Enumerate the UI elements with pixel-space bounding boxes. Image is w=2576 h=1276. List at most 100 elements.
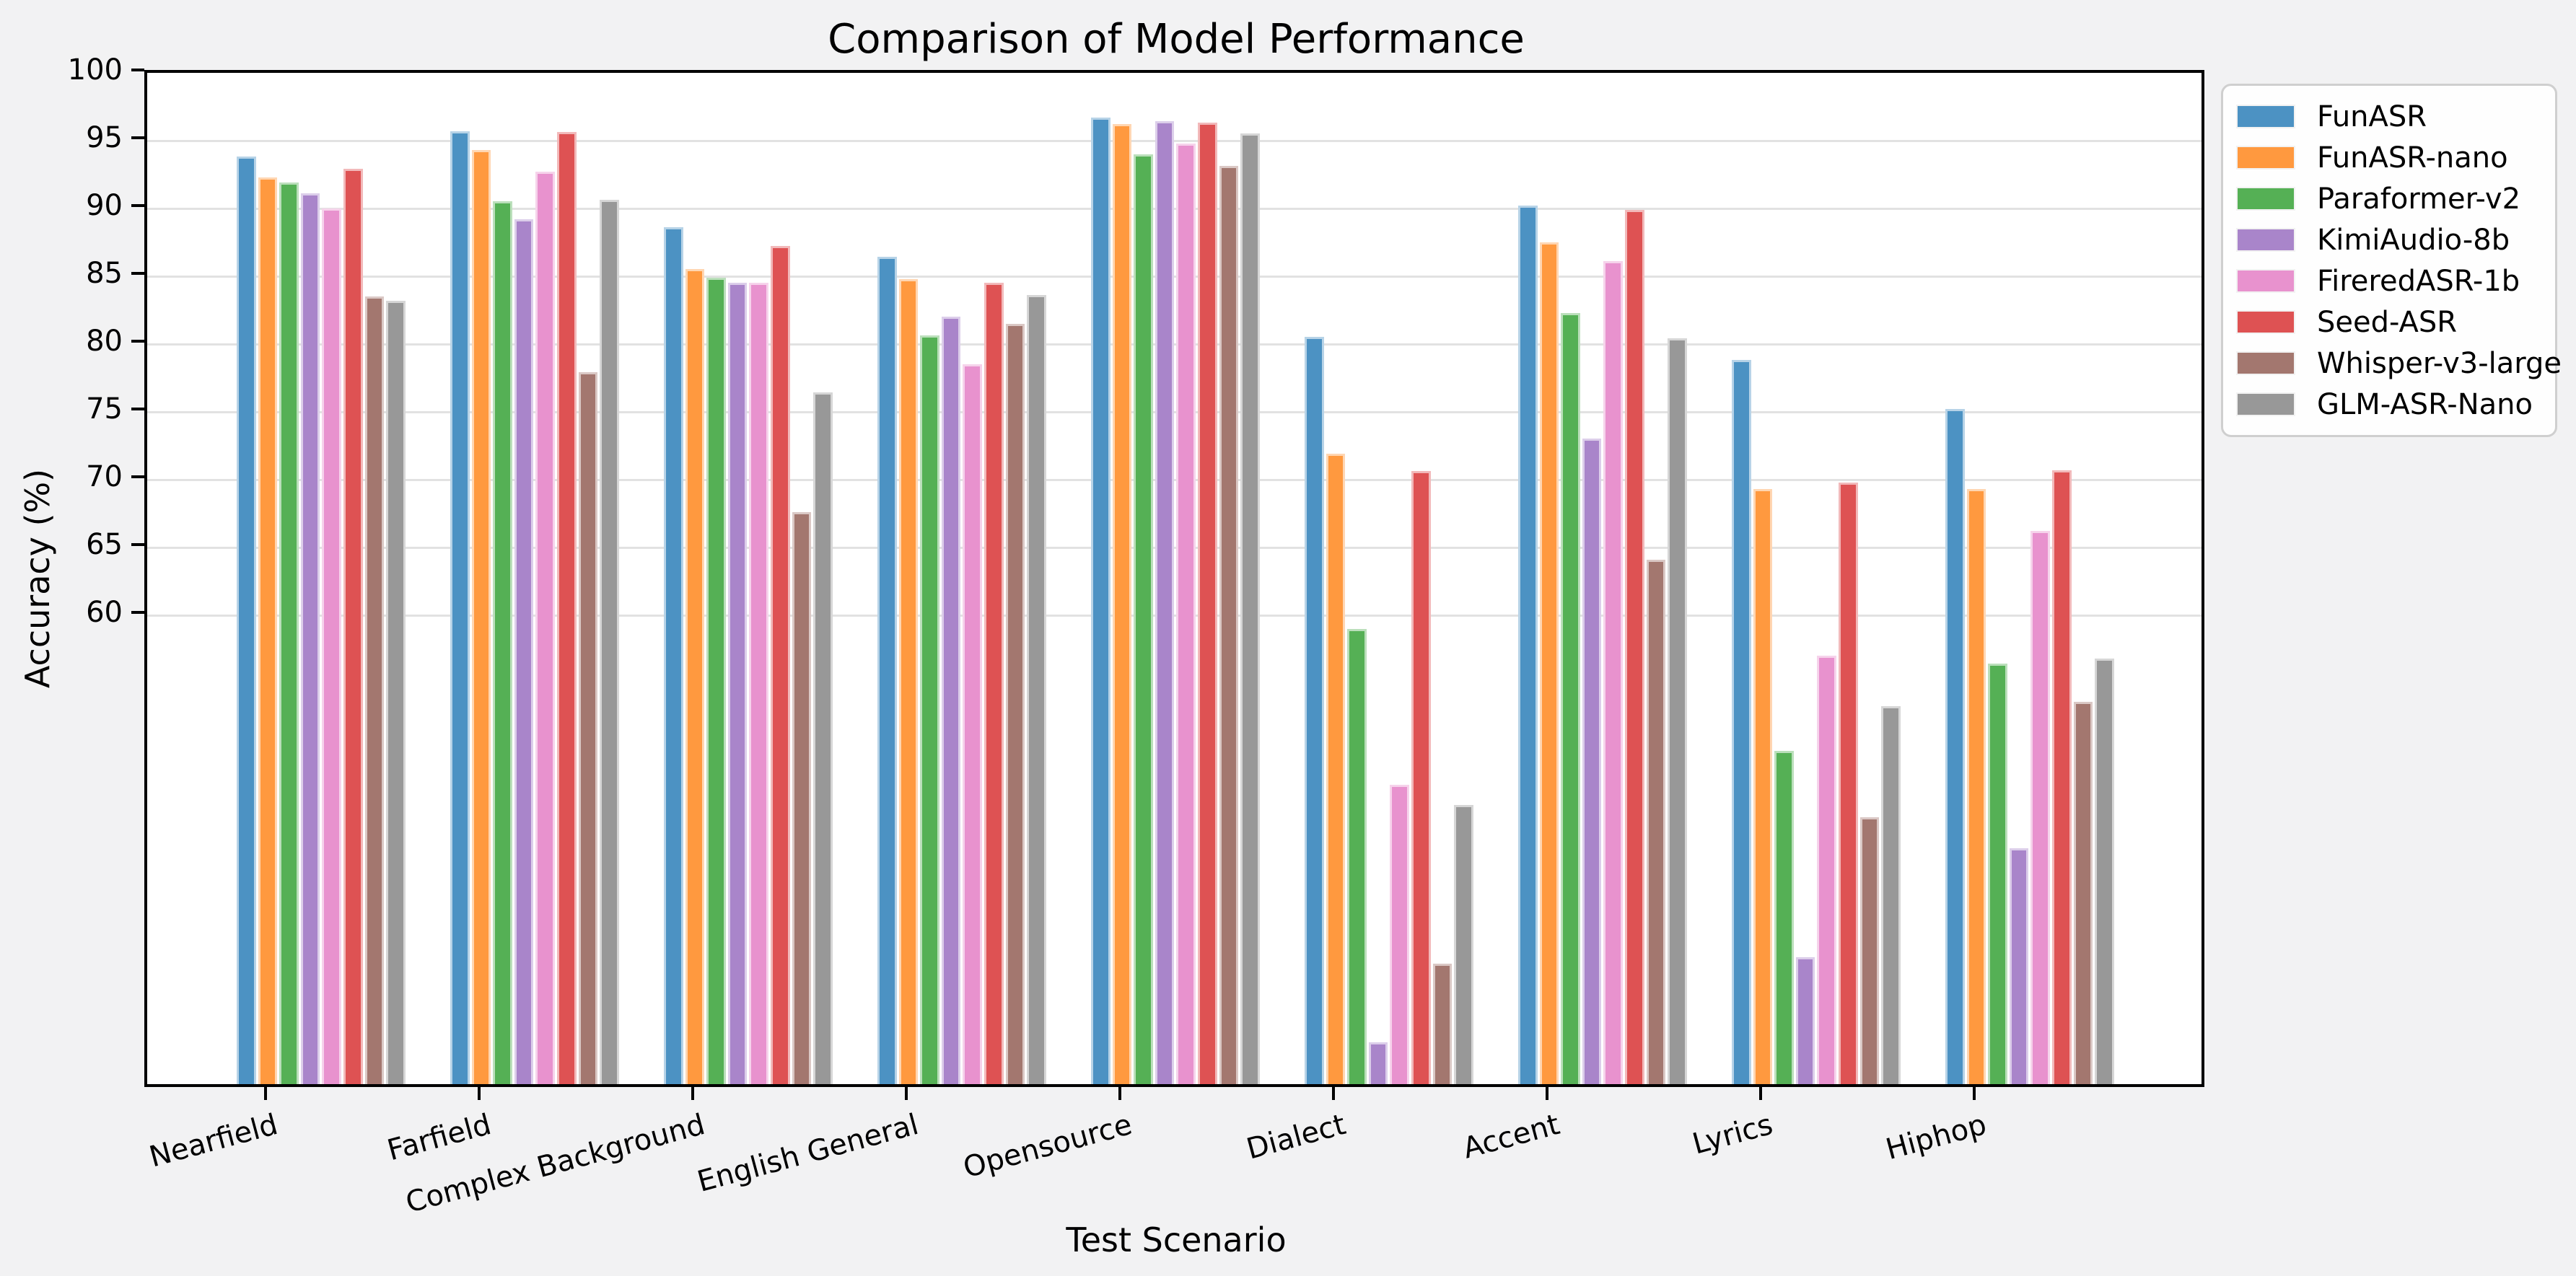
bar-FunASR-nano-Lyrics bbox=[1753, 488, 1773, 1084]
bar-Paraformer-v2-Hiphop bbox=[1988, 664, 2007, 1084]
gridline-y70 bbox=[147, 478, 2202, 481]
legend-swatch bbox=[2236, 310, 2295, 334]
legend-item-GLM-ASR-Nano: GLM-ASR-Nano bbox=[2236, 384, 2542, 425]
y-axis-label: Accuracy (%) bbox=[18, 468, 57, 689]
bar-FunASR-nano-Hiphop bbox=[1966, 488, 1986, 1084]
legend-item-FunASR: FunASR bbox=[2236, 96, 2542, 137]
y-tick-label: 80 bbox=[86, 325, 123, 358]
bar-KimiAudio-8b-Farfield bbox=[514, 219, 534, 1084]
y-tick-mark bbox=[131, 340, 144, 343]
bar-FunASR-Nearfield bbox=[237, 157, 256, 1084]
x-tick-mark bbox=[1546, 1087, 1548, 1100]
bar-Whisper-v3-large-Dialect bbox=[1432, 963, 1453, 1084]
x-tick-mark bbox=[905, 1087, 908, 1100]
bar-FireredASR-1b-Farfield bbox=[535, 172, 555, 1084]
bar-GLM-ASR-Nano-Complex Background bbox=[813, 392, 833, 1084]
bar-FireredASR-1b-Nearfield bbox=[322, 208, 341, 1084]
legend: FunASR FunASR-nano Paraformer-v2 KimiAudio-… bbox=[2221, 84, 2562, 437]
y-tick-label: 100 bbox=[67, 53, 123, 87]
legend-item-FunASR-nano: FunASR-nano bbox=[2236, 137, 2542, 178]
bar-Seed-ASR-Nearfield bbox=[343, 169, 363, 1084]
bar-FireredASR-1b-Dialect bbox=[1390, 784, 1409, 1084]
bar-Whisper-v3-large-Hiphop bbox=[2073, 702, 2093, 1084]
x-tick-mark bbox=[1118, 1087, 1121, 1100]
bar-Seed-ASR-Farfield bbox=[557, 132, 577, 1084]
legend-label: Paraformer-v2 bbox=[2317, 182, 2521, 216]
y-tick-label: 85 bbox=[86, 257, 123, 290]
bar-FunASR-Accent bbox=[1518, 206, 1538, 1084]
bar-Paraformer-v2-Nearfield bbox=[279, 182, 299, 1084]
gridline-y75 bbox=[147, 410, 2202, 413]
gridline-y80 bbox=[147, 343, 2202, 346]
x-tick-label-Accent: Accent bbox=[1459, 1108, 1563, 1166]
gridline-y85 bbox=[147, 275, 2202, 278]
legend-label: Seed-ASR bbox=[2317, 305, 2458, 339]
x-tick-label-Farfield: Farfield bbox=[384, 1108, 495, 1168]
legend-swatch bbox=[2236, 351, 2295, 375]
legend-swatch bbox=[2236, 105, 2295, 128]
x-tick-label-Nearfield: Nearfield bbox=[146, 1108, 281, 1174]
x-tick-mark bbox=[478, 1087, 481, 1100]
x-tick-label-English General: English General bbox=[693, 1108, 922, 1199]
bar-Paraformer-v2-Opensource bbox=[1134, 154, 1153, 1084]
bar-KimiAudio-8b-English General bbox=[941, 317, 961, 1084]
bar-GLM-ASR-Nano-English General bbox=[1027, 295, 1046, 1084]
bar-KimiAudio-8b-Complex Background bbox=[727, 283, 748, 1084]
bar-KimiAudio-8b-Hiphop bbox=[2009, 848, 2029, 1084]
y-tick-label: 65 bbox=[86, 528, 123, 561]
bar-FunASR-nano-Opensource bbox=[1112, 124, 1132, 1084]
bar-GLM-ASR-Nano-Opensource bbox=[1240, 133, 1260, 1084]
bar-Seed-ASR-Accent bbox=[1625, 209, 1644, 1084]
bar-FireredASR-1b-Lyrics bbox=[1817, 656, 1836, 1084]
bar-KimiAudio-8b-Lyrics bbox=[1795, 956, 1815, 1084]
bar-Whisper-v3-large-Nearfield bbox=[364, 296, 385, 1084]
x-tick-mark bbox=[1332, 1087, 1335, 1100]
y-tick-label: 70 bbox=[86, 460, 123, 493]
bar-FireredASR-1b-Accent bbox=[1603, 261, 1623, 1084]
bar-FunASR-nano-Nearfield bbox=[258, 177, 278, 1084]
bar-KimiAudio-8b-Dialect bbox=[1368, 1042, 1388, 1084]
bar-Whisper-v3-large-Opensource bbox=[1219, 166, 1239, 1084]
y-tick-label: 75 bbox=[86, 392, 123, 426]
y-tick-label: 90 bbox=[86, 189, 123, 222]
bar-KimiAudio-8b-Opensource bbox=[1155, 121, 1175, 1084]
y-tick-mark bbox=[131, 408, 144, 410]
bar-KimiAudio-8b-Nearfield bbox=[300, 193, 320, 1084]
bar-GLM-ASR-Nano-Dialect bbox=[1454, 804, 1473, 1084]
bar-GLM-ASR-Nano-Hiphop bbox=[2095, 658, 2114, 1084]
y-tick-mark bbox=[131, 272, 144, 275]
legend-item-Seed-ASR: Seed-ASR bbox=[2236, 302, 2542, 343]
legend-item-Whisper-v3-large: Whisper-v3-large bbox=[2236, 343, 2562, 384]
bar-FunASR-Lyrics bbox=[1732, 360, 1751, 1084]
bar-Seed-ASR-Lyrics bbox=[1839, 482, 1858, 1084]
legend-swatch bbox=[2236, 228, 2295, 252]
x-tick-label-Dialect: Dialect bbox=[1243, 1108, 1349, 1166]
plot-area bbox=[144, 70, 2204, 1087]
bar-FunASR-Hiphop bbox=[1945, 409, 1965, 1084]
bar-Seed-ASR-Hiphop bbox=[2052, 470, 2072, 1084]
bar-FunASR-nano-Farfield bbox=[471, 149, 491, 1084]
bar-Paraformer-v2-Farfield bbox=[493, 201, 512, 1084]
y-tick-mark bbox=[131, 475, 144, 478]
x-tick-mark bbox=[264, 1087, 267, 1100]
y-tick-mark bbox=[131, 611, 144, 614]
bar-FunASR-Opensource bbox=[1091, 117, 1110, 1084]
chart-title: Comparison of Model Performance bbox=[828, 16, 1525, 63]
bar-GLM-ASR-Nano-Farfield bbox=[600, 200, 619, 1084]
bar-Whisper-v3-large-Accent bbox=[1646, 559, 1666, 1084]
gridline-y60 bbox=[147, 614, 2202, 617]
bar-FunASR-nano-English General bbox=[898, 278, 919, 1084]
bar-Seed-ASR-Complex Background bbox=[771, 246, 790, 1084]
bar-FunASR-nano-Accent bbox=[1539, 242, 1559, 1084]
legend-label: FireredASR-1b bbox=[2317, 264, 2520, 298]
bar-FireredASR-1b-Opensource bbox=[1176, 143, 1196, 1084]
x-tick-mark bbox=[691, 1087, 694, 1100]
legend-label: GLM-ASR-Nano bbox=[2317, 387, 2533, 421]
legend-label: KimiAudio-8b bbox=[2317, 223, 2510, 257]
gridline-y90 bbox=[147, 207, 2202, 210]
bar-GLM-ASR-Nano-Accent bbox=[1668, 338, 1687, 1084]
bar-FunASR-Farfield bbox=[450, 131, 470, 1084]
legend-item-FireredASR-1b: FireredASR-1b bbox=[2236, 260, 2542, 302]
bar-KimiAudio-8b-Accent bbox=[1582, 439, 1602, 1084]
